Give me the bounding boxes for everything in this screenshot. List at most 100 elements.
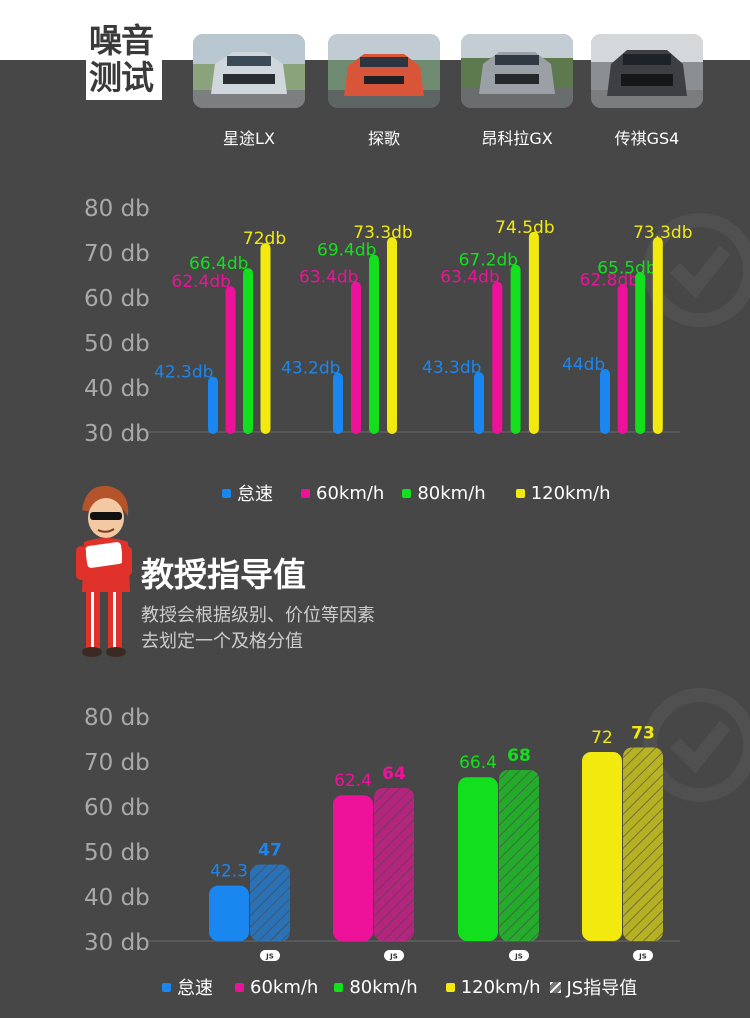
- bar-measured: [209, 885, 249, 941]
- guide-desc-line2: 去划定一个及格分值: [141, 631, 303, 652]
- bar: [225, 286, 236, 434]
- data-label: 62.8db: [580, 270, 639, 290]
- car-name-3: 昂科拉GX: [481, 129, 553, 148]
- noise-test-chart: 30 db 40 db 50 db 60 db 70 db 80 db 42.3db 43.2…: [84, 196, 693, 447]
- legend-swatch-60: [301, 488, 310, 498]
- bar: [474, 372, 484, 434]
- js-badge-label: JS: [265, 953, 274, 961]
- y-tick-label: 50 db: [84, 331, 150, 357]
- bar-guide-value: [623, 747, 663, 941]
- legend2-item-idle: 怠速: [162, 974, 213, 1000]
- legend2-swatch-60: [235, 982, 244, 992]
- legend-swatch-idle: [222, 488, 231, 498]
- bar: [492, 281, 503, 434]
- legend-label-80: 80km/h: [417, 482, 486, 504]
- data-label: 43.3db: [422, 358, 481, 378]
- legend-label-120: 120km/h: [530, 482, 611, 504]
- data-label: 67.2db: [459, 251, 518, 271]
- legend2-swatch-js-hatched-icon: [550, 981, 562, 993]
- bar: [600, 369, 610, 434]
- legend-label-60: 60km/h: [316, 482, 385, 504]
- data-label: 43.2db: [281, 359, 340, 379]
- y-tick-label: 30 db: [84, 421, 150, 447]
- data-label: 44db: [562, 355, 605, 375]
- y-tick-label: 40 db: [84, 376, 150, 402]
- data-label: 68: [507, 746, 531, 766]
- legend2-label-idle: 怠速: [177, 978, 213, 999]
- legend-chart2: 怠速 60km/h 80km/h 120km/h JS指导值: [162, 974, 637, 1000]
- bar: [369, 254, 379, 434]
- data-label: 66.4db: [189, 254, 248, 274]
- data-label: 73: [631, 724, 655, 744]
- y-tick-label: 80 db: [84, 705, 150, 731]
- guide-desc-line1: 教授会根据级别、价位等因素: [141, 605, 375, 626]
- data-label: 72: [591, 728, 613, 748]
- car-photo-encore-gx: [461, 34, 573, 108]
- legend2-item-js: JS指导值: [550, 974, 637, 1000]
- section-title-line1: 噪音: [89, 21, 154, 60]
- legend2-item-60: 60km/h: [235, 977, 318, 998]
- data-label: 69.4db: [317, 241, 376, 261]
- bar: [652, 237, 663, 434]
- data-label: 74.5db: [495, 218, 554, 238]
- y-tick-label: 70 db: [84, 241, 150, 267]
- bar: [510, 264, 521, 434]
- data-label: 73.3db: [633, 223, 692, 243]
- y-tick-label: 40 db: [84, 885, 150, 911]
- bar-guide-value: [499, 770, 539, 941]
- bar: [635, 272, 646, 434]
- data-label: 62.4: [334, 771, 372, 791]
- legend-swatch-80: [402, 488, 412, 498]
- js-badge: [509, 950, 529, 961]
- y-tick-label: 60 db: [84, 286, 150, 312]
- bar-measured: [333, 795, 373, 941]
- legend-label-idle: 怠速: [237, 484, 273, 505]
- bar-guide-value: [250, 864, 290, 941]
- bar: [208, 376, 218, 434]
- section-title-line2: 测试: [89, 58, 154, 97]
- bar: [260, 243, 271, 434]
- legend-chart1: 怠速 60km/h 80km/h 120km/h: [222, 480, 610, 506]
- js-badge-label: JS: [638, 953, 647, 961]
- data-label: 47: [258, 841, 282, 861]
- legend2-label-60: 60km/h: [250, 976, 319, 998]
- legend2-item-80: 80km/h: [334, 977, 418, 998]
- bar: [351, 281, 361, 434]
- bar: [243, 268, 253, 434]
- guide-value-chart: 30 db 40 db 50 db 60 db 70 db 80 db 42.3 62.4 66…: [84, 705, 680, 961]
- car-photo-gs4: [591, 34, 703, 108]
- bar: [333, 372, 343, 434]
- bar-guide-value: [374, 788, 414, 941]
- car-photo-tange: [328, 34, 440, 108]
- js-badge: [633, 950, 653, 961]
- bar-measured: [582, 752, 622, 941]
- bar-measured: [458, 777, 498, 941]
- js-badge: [260, 950, 280, 961]
- car-photo-xingtu: [193, 34, 305, 108]
- y-tick-label: 30 db: [84, 930, 150, 956]
- data-label: 72db: [243, 229, 286, 249]
- data-label: 63.4db: [299, 268, 358, 288]
- legend-item-60: 60km/h: [301, 483, 384, 504]
- legend-swatch-120: [515, 488, 525, 498]
- y-tick-label: 50 db: [84, 840, 150, 866]
- data-label: 63.4db: [440, 268, 499, 288]
- car-name-1: 星途LX: [223, 129, 275, 148]
- y-tick-label: 70 db: [84, 750, 150, 776]
- legend-item-80: 80km/h: [402, 482, 486, 504]
- legend2-swatch-80: [334, 982, 344, 992]
- bar: [528, 231, 539, 434]
- data-label: 62.4db: [172, 272, 231, 292]
- legend-item-120: 120km/h: [515, 482, 611, 504]
- data-label: 42.3: [210, 862, 248, 882]
- data-label: 73.3db: [353, 223, 412, 243]
- guide-title: 教授指导值: [141, 555, 306, 594]
- section-title-box: 噪音 测试: [86, 20, 162, 100]
- js-badge-label: JS: [514, 953, 523, 961]
- js-badge-label: JS: [389, 953, 398, 961]
- legend2-label-js: JS指导值: [566, 978, 638, 999]
- bar: [387, 237, 397, 434]
- car-name-4: 传祺GS4: [614, 129, 680, 148]
- legend2-swatch-120: [445, 982, 455, 992]
